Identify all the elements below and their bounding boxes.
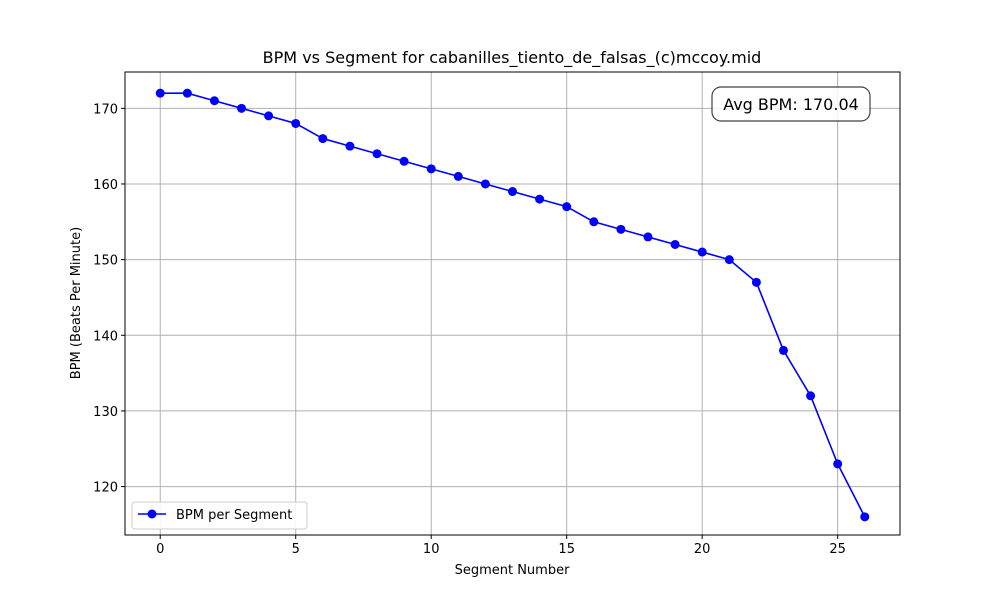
- data-point-marker: [508, 187, 517, 197]
- data-point-marker: [399, 156, 409, 166]
- data-point-marker: [806, 391, 816, 401]
- y-tick-label: 130: [93, 405, 118, 420]
- ticks-layer: 0 5 10 15 20 25 120 130 140 150 160 170: [93, 102, 846, 557]
- data-point-marker: [589, 217, 599, 227]
- data-point-marker: [372, 149, 382, 159]
- data-point-marker: [778, 345, 788, 355]
- plot-frame: [124, 71, 901, 536]
- series-layer: [155, 88, 870, 522]
- data-point-marker: [345, 141, 355, 151]
- y-tick-label: 160: [93, 178, 118, 193]
- annotation-box: [711, 86, 871, 122]
- data-point-marker: [616, 224, 626, 234]
- data-point-marker: [643, 232, 653, 242]
- data-point-marker: [860, 512, 870, 522]
- data-point-marker: [237, 103, 247, 113]
- avg-bpm-annotation: Avg BPM: 170.04: [711, 86, 871, 122]
- x-tick-label: 10: [423, 542, 440, 557]
- data-point-marker: [480, 179, 490, 189]
- annotation-text: Avg BPM: 170.04: [723, 95, 859, 114]
- data-point-marker: [155, 88, 165, 98]
- data-point-marker: [264, 111, 274, 121]
- data-point-marker: [724, 255, 734, 265]
- data-point-marker: [209, 96, 219, 106]
- y-tick-label: 150: [93, 254, 118, 269]
- x-tick-label: 15: [558, 542, 575, 557]
- legend-label: BPM per Segment: [176, 508, 292, 523]
- data-point-marker: [697, 247, 707, 257]
- x-tick-label: 25: [829, 542, 846, 557]
- data-point-marker: [318, 134, 328, 144]
- x-axis-title: Segment Number: [455, 563, 571, 578]
- y-tick-label: 140: [93, 329, 118, 344]
- legend-marker-swatch: [147, 509, 157, 519]
- data-point-marker: [751, 277, 761, 287]
- x-tick-label: 0: [156, 542, 164, 557]
- data-point-marker: [426, 164, 436, 174]
- x-tick-label: 5: [292, 542, 300, 557]
- data-point-marker: [535, 194, 545, 204]
- data-point-marker: [670, 239, 680, 249]
- legend: BPM per Segment: [131, 501, 308, 530]
- legend-box: [131, 501, 308, 530]
- data-point-marker: [291, 118, 301, 128]
- x-tick-label: 20: [694, 542, 711, 557]
- y-tick-label: 170: [93, 102, 118, 117]
- data-point-marker: [833, 459, 843, 469]
- data-point-marker: [562, 202, 572, 212]
- data-point-marker: [453, 171, 463, 181]
- data-point-marker: [182, 88, 192, 98]
- grid-layer: [125, 72, 900, 535]
- y-tick-label: 120: [93, 481, 118, 496]
- chart-title: BPM vs Segment for cabanilles_tiento_de_…: [263, 48, 762, 68]
- y-axis-title: BPM (Beats Per Minute): [69, 227, 84, 379]
